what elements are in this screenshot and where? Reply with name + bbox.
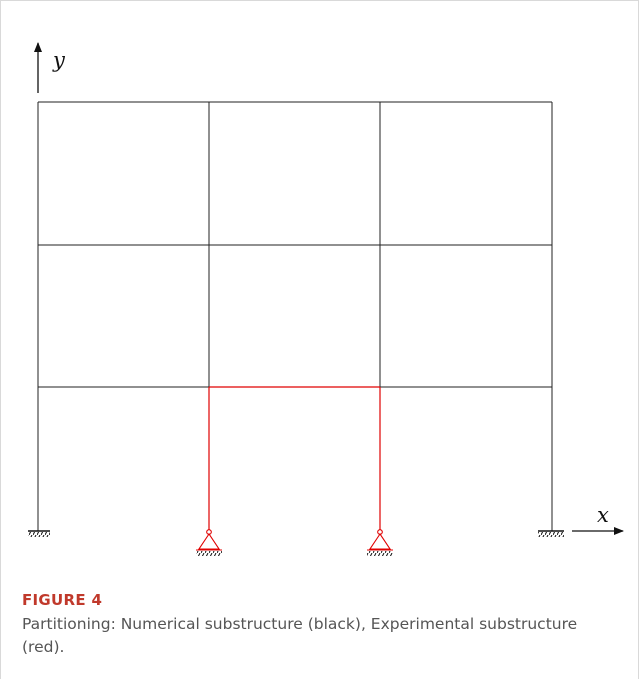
- figure-caption-text: Partitioning: Numerical substructure (bl…: [22, 615, 578, 656]
- fixed-support-right: [538, 530, 564, 537]
- x-axis-label: x: [597, 503, 609, 527]
- x-axis: x: [572, 503, 624, 535]
- y-axis: y: [34, 42, 66, 93]
- figure-label: FIGURE 4: [22, 591, 103, 609]
- fixed-support-left: [28, 530, 50, 537]
- pin-support-left: [196, 529, 222, 556]
- figure-caption: FIGURE 4 Partitioning: Numerical substru…: [22, 591, 622, 659]
- experimental-substructure: [208, 386, 381, 531]
- y-axis-label: y: [52, 48, 66, 72]
- pin-support-right: [367, 529, 393, 556]
- numerical-substructure: [37, 101, 553, 531]
